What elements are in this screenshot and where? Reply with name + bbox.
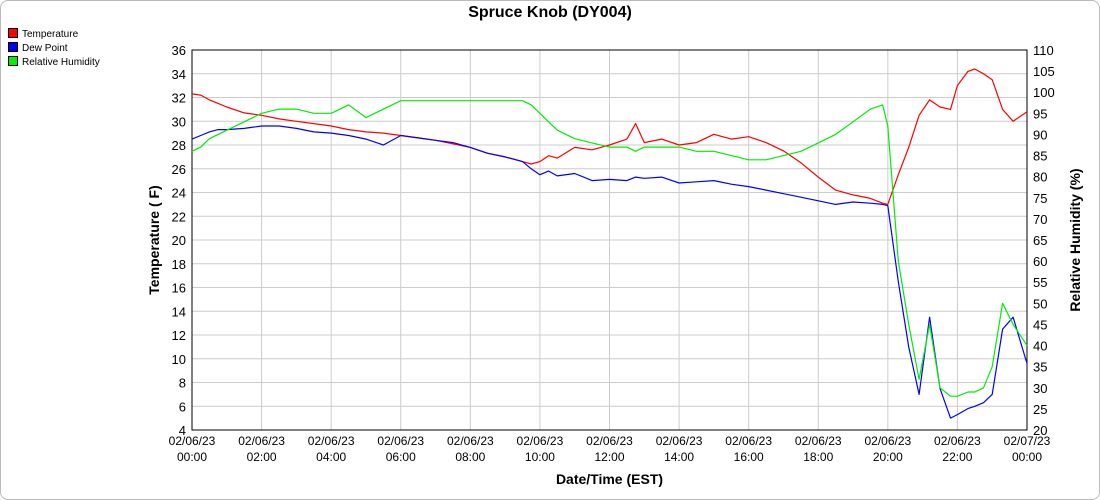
- legend-item-dew-point: Dew Point: [8, 42, 100, 56]
- y-tick-label-right: 55: [1033, 275, 1047, 290]
- y-tick-label-right: 95: [1033, 106, 1047, 121]
- x-tick-label-date: 02/06/23: [517, 434, 564, 448]
- legend-swatch-dew-point: [8, 42, 18, 52]
- x-tick-label-time: 02:00: [247, 450, 277, 464]
- legend-item-temperature: Temperature: [8, 28, 100, 42]
- y-tick-label-right: 20: [1033, 423, 1047, 438]
- x-tick-label-time: 00:00: [177, 450, 207, 464]
- y-tick-label-left: 12: [172, 328, 186, 343]
- y-tick-label-left: 10: [172, 352, 186, 367]
- y-tick-label-left: 32: [172, 91, 186, 106]
- y-tick-label-right: 100: [1033, 85, 1055, 100]
- x-tick-label-date: 02/06/23: [934, 434, 981, 448]
- y-tick-label-left: 24: [172, 186, 186, 201]
- grid: [191, 49, 1028, 431]
- x-tick-label-time: 06:00: [386, 450, 416, 464]
- x-tick-label-time: 10:00: [525, 450, 555, 464]
- y-tick-label-right: 90: [1033, 127, 1047, 142]
- y-tick-label-left: 14: [172, 304, 186, 319]
- legend-label-dew-point: Dew Point: [22, 43, 68, 54]
- x-tick-label-date: 02/06/23: [656, 434, 703, 448]
- x-tick-label-date: 02/06/23: [725, 434, 772, 448]
- x-tick-label-date: 02/06/23: [586, 434, 633, 448]
- y-tick-label-right: 60: [1033, 254, 1047, 269]
- y-tick-label-left: 18: [172, 257, 186, 272]
- legend-label-temperature: Temperature: [22, 29, 79, 40]
- y-tick-label-right: 80: [1033, 170, 1047, 185]
- legend-swatch-temperature: [8, 28, 18, 38]
- legend-item-relative-humidity: Relative Humidity: [8, 56, 100, 70]
- x-tick-label-time: 00:00: [1012, 450, 1042, 464]
- y-tick-label-left: 6: [179, 399, 186, 414]
- y-tick-label-right: 25: [1033, 402, 1047, 417]
- y-tick-label-left: 22: [172, 209, 186, 224]
- x-tick-label-time: 08:00: [455, 450, 485, 464]
- x-axis: 02/06/23 00:00 02/06/23 02:00 02/06/23 04:00 0…: [169, 434, 1051, 464]
- x-tick-label-date: 02/06/23: [447, 434, 494, 448]
- y-tick-label-right: 40: [1033, 339, 1047, 354]
- y-tick-label-left: 30: [172, 114, 186, 129]
- x-tick-label-date: 02/06/23: [308, 434, 355, 448]
- legend-label-relative-humidity: Relative Humidity: [22, 57, 100, 68]
- y-tick-label-left: 26: [172, 162, 186, 177]
- y-tick-label-right: 85: [1033, 149, 1047, 164]
- y-tick-label-left: 8: [179, 376, 186, 391]
- x-tick-label-time: 04:00: [316, 450, 346, 464]
- x-tick-label-date: 02/07/23: [1004, 434, 1051, 448]
- y-tick-label-left: 28: [172, 138, 186, 153]
- x-tick-label-time: 22:00: [942, 450, 972, 464]
- y-tick-label-right: 30: [1033, 381, 1047, 396]
- legend-swatch-relative-humidity: [8, 56, 18, 66]
- y-tick-label-right: 65: [1033, 233, 1047, 248]
- series-line-dew-point: [191, 125, 1028, 419]
- y-tick-label-right: 50: [1033, 296, 1047, 311]
- x-tick-label-time: 20:00: [873, 450, 903, 464]
- x-tick-label-date: 02/06/23: [795, 434, 842, 448]
- y-tick-label-left: 36: [172, 43, 186, 58]
- x-tick-label-date: 02/06/23: [238, 434, 285, 448]
- series: [191, 68, 1028, 419]
- y-tick-label-left: 16: [172, 281, 186, 296]
- right-axis: 20 25 30 35 40 45 50 55 60 65 70 75 80 85 90 95 100 105 11…: [1033, 43, 1055, 438]
- x-axis-label: Date/Time (EST): [556, 471, 663, 487]
- x-tick-label-time: 14:00: [664, 450, 694, 464]
- y-tick-label-right: 45: [1033, 317, 1047, 332]
- y-tick-label-right: 105: [1033, 64, 1055, 79]
- y-tick-label-right: 35: [1033, 360, 1047, 375]
- y-tick-label-left: 20: [172, 233, 186, 248]
- x-tick-label-date: 02/06/23: [864, 434, 911, 448]
- x-tick-label-date: 02/06/23: [377, 434, 424, 448]
- y-axis-label-left: Temperature ( F): [146, 185, 162, 294]
- y-tick-label-right: 70: [1033, 212, 1047, 227]
- y-tick-label-right: 110: [1033, 43, 1054, 58]
- y-tick-label-left: 34: [172, 67, 186, 82]
- x-tick-label-time: 16:00: [734, 450, 764, 464]
- chart-title: Spruce Knob (DY004): [468, 4, 632, 21]
- plot-area: [191, 49, 1028, 431]
- left-axis: 4 6 8 10 12 14 16 18 20 22 24 26 28 30 32 34 36: [172, 43, 186, 438]
- x-tick-label-time: 12:00: [594, 450, 624, 464]
- y-tick-label-right: 75: [1033, 191, 1047, 206]
- legend: Temperature Dew Point Relative Humidity: [8, 28, 100, 70]
- y-axis-label-right: Relative Humidity (%): [1067, 168, 1083, 311]
- series-line-temperature: [191, 68, 1028, 205]
- x-tick-label-date: 02/06/23: [169, 434, 216, 448]
- y-tick-label-left: 4: [179, 423, 186, 438]
- x-tick-label-time: 18:00: [803, 450, 833, 464]
- series-line-relative-humidity: [191, 100, 1028, 397]
